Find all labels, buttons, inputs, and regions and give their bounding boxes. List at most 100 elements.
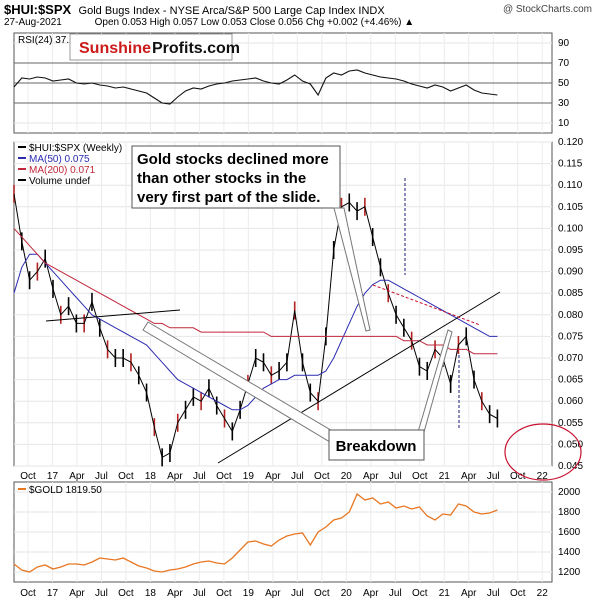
y-tick-label: 0.080	[558, 310, 583, 321]
y-tick-label: 1200	[558, 567, 581, 578]
watermark-sunshine: Sunshine	[79, 40, 151, 57]
x-tick-label: Oct	[510, 588, 526, 599]
x-tick-label: Jul	[95, 471, 108, 482]
x-tick-label: Oct	[118, 588, 134, 599]
x-tick-label: Jul	[487, 471, 500, 482]
x-tick-label: 19	[243, 471, 255, 482]
rsi-legend: RSI(24) 37.73	[18, 35, 81, 46]
x-tick-label: Jul	[193, 471, 206, 482]
y-tick-label: 1600	[558, 527, 581, 538]
y-tick-label: 0.060	[558, 396, 583, 407]
y-tick-label: 0.110	[558, 180, 583, 191]
y-tick-label: 50	[558, 78, 570, 89]
x-tick-label: Oct	[216, 588, 232, 599]
callout-text: than other stocks in the	[137, 170, 306, 187]
y-tick-label: 0.105	[558, 202, 583, 213]
x-tick-label: Apr	[167, 471, 183, 482]
callout-text: very first part of the slide.	[137, 189, 320, 206]
x-tick-label: Jul	[95, 588, 108, 599]
x-tick-label: Jul	[389, 588, 402, 599]
y-tick-label: 0.090	[558, 267, 583, 278]
y-tick-label: 70	[558, 58, 570, 69]
x-tick-label: Oct	[20, 588, 36, 599]
legend-swatch	[18, 168, 26, 170]
x-tick-label: Apr	[461, 588, 477, 599]
y-tick-label: 0.065	[558, 375, 583, 386]
x-tick-label: Apr	[363, 588, 379, 599]
y-tick-label: 0.055	[558, 418, 583, 429]
y-tick-label: 0.095	[558, 245, 583, 256]
quote-line: 27-Aug-2021 Open 0.053 High 0.057 Low 0.…	[4, 17, 414, 28]
ohlc-label: Open 0.053 High 0.057 Low 0.053 Close 0.…	[94, 17, 415, 28]
x-tick-label: Apr	[461, 471, 477, 482]
y-tick-label: 0.075	[558, 331, 583, 342]
legend-swatch	[18, 488, 26, 490]
target-ellipse	[504, 423, 582, 481]
x-tick-label: Apr	[265, 471, 281, 482]
watermark-profits: Profits.com	[152, 40, 240, 57]
x-tick-label: Jul	[487, 588, 500, 599]
x-tick-label: Jul	[193, 588, 206, 599]
chart-header: $HUI:$SPX Gold Bugs Index - NYSE Arca/S&…	[4, 2, 385, 17]
x-tick-label: Oct	[20, 471, 36, 482]
symbol-label: $HUI:$SPX	[4, 2, 72, 17]
x-tick-label: 20	[341, 588, 353, 599]
breakdown-label: Breakdown	[336, 438, 417, 455]
x-tick-label: 17	[47, 471, 59, 482]
legend-label: MA(50) 0.075	[29, 154, 90, 165]
x-tick-label: 18	[145, 471, 157, 482]
y-tick-label: 1800	[558, 507, 581, 518]
y-tick-label: 0.085	[558, 288, 583, 299]
x-tick-label: Oct	[216, 471, 232, 482]
gold-price-line	[13, 492, 498, 573]
legend-label: Volume undef	[29, 176, 90, 187]
price-series-line	[13, 193, 498, 459]
legend-label: MA(200) 0.071	[29, 165, 96, 176]
x-tick-label: Apr	[69, 471, 85, 482]
x-tick-label: Apr	[363, 471, 379, 482]
callout-box-breakdown	[328, 429, 425, 461]
x-tick-label: Oct	[118, 471, 134, 482]
y-tick-label: 0.100	[558, 223, 583, 234]
x-tick-label: Jul	[291, 588, 304, 599]
support-trendline-2017	[45, 309, 181, 322]
y-tick-label: 0.070	[558, 353, 583, 364]
x-tick-label: 18	[145, 588, 157, 599]
rising-support-trendline	[217, 291, 501, 464]
y-tick-label: 0.045	[558, 461, 583, 472]
x-tick-label: Oct	[510, 471, 526, 482]
x-tick-label: Jul	[389, 471, 402, 482]
x-tick-label: Oct	[314, 471, 330, 482]
x-tick-label: Jul	[291, 471, 304, 482]
x-tick-label: 22	[537, 471, 549, 482]
callout-text: Gold stocks declined more	[137, 151, 329, 168]
stockcharts-credit: @ StockCharts.com	[502, 4, 592, 15]
y-tick-label: 2000	[558, 487, 581, 498]
gold-legend: $GOLD 1819.50	[29, 485, 102, 496]
y-tick-label: 1400	[558, 547, 581, 558]
x-tick-label: Oct	[412, 471, 428, 482]
x-tick-label: 21	[439, 471, 451, 482]
x-tick-label: Apr	[167, 588, 183, 599]
callout-box-gold-stocks	[131, 145, 341, 209]
y-tick-label: 0.050	[558, 439, 583, 450]
x-tick-label: 20	[341, 471, 353, 482]
legend-swatch	[18, 179, 26, 181]
x-tick-label: Apr	[69, 588, 85, 599]
y-tick-label: 90	[558, 38, 570, 49]
legend-swatch	[18, 146, 26, 148]
watermark-box	[69, 33, 233, 61]
ma200-line	[13, 228, 498, 355]
dashed-resistance-line	[372, 284, 481, 326]
legend-swatch	[18, 157, 26, 159]
y-tick-label: 0.115	[558, 159, 583, 170]
y-tick-label: 10	[558, 118, 570, 129]
x-tick-label: 19	[243, 588, 255, 599]
x-tick-label: 17	[47, 588, 59, 599]
x-tick-label: Apr	[265, 588, 281, 599]
x-tick-label: 21	[439, 588, 451, 599]
symbol-description: Gold Bugs Index - NYSE Arca/S&P 500 Larg…	[78, 5, 385, 17]
rsi-line	[13, 69, 498, 105]
x-tick-label: Oct	[314, 588, 330, 599]
